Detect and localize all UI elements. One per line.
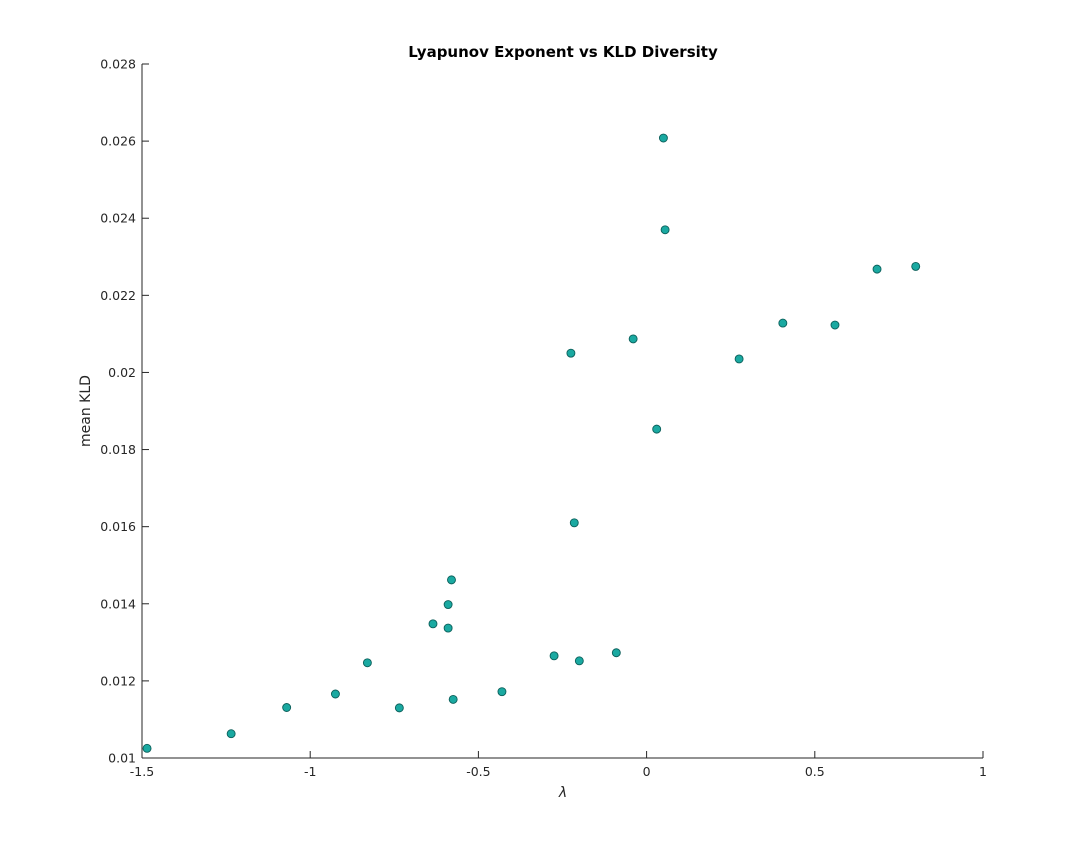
- data-point: [362, 658, 372, 668]
- chart-title: Lyapunov Exponent vs KLD Diversity: [408, 43, 718, 61]
- data-point: [443, 623, 453, 633]
- data-point: [448, 694, 458, 704]
- data-point: [549, 651, 559, 661]
- data-point: [330, 689, 340, 699]
- x-tick-label: 0.5: [805, 764, 825, 779]
- y-tick-label: 0.012: [100, 673, 136, 688]
- x-tick-label: 1: [979, 764, 987, 779]
- data-point: [226, 729, 236, 739]
- y-tick-label: 0.01: [108, 751, 136, 766]
- data-point: [566, 348, 576, 358]
- data-point: [443, 600, 453, 609]
- data-point: [652, 424, 662, 434]
- data-point: [497, 687, 507, 697]
- data-point: [282, 703, 292, 712]
- data-points: [142, 133, 921, 753]
- data-point: [428, 619, 438, 629]
- data-point: [611, 648, 621, 658]
- data-point: [734, 354, 744, 364]
- y-ticks: 0.01 0.012 0.014 0.016 0.018 0.02 0.022 0.024 0.…: [100, 57, 149, 766]
- y-axis-label: mean KLD: [78, 375, 94, 447]
- data-point: [142, 743, 152, 753]
- axes: [141, 64, 983, 759]
- x-ticks: -1.5 -1 -0.5 0 0.5 1: [130, 751, 987, 779]
- data-point: [830, 320, 840, 330]
- data-point: [628, 334, 638, 344]
- x-axis-label: λ: [558, 785, 567, 801]
- data-point: [778, 318, 788, 328]
- y-tick-label: 0.026: [100, 134, 136, 149]
- y-tick-label: 0.018: [100, 442, 136, 457]
- data-point: [658, 133, 668, 143]
- data-point: [569, 518, 579, 528]
- data-point: [872, 264, 882, 274]
- y-tick-label: 0.024: [100, 211, 136, 226]
- x-tick-label: 0: [643, 764, 651, 779]
- x-tick-label: -1.5: [130, 764, 154, 779]
- x-tick-label: -0.5: [466, 764, 490, 779]
- data-point: [911, 261, 921, 271]
- y-tick-label: 0.016: [100, 519, 136, 534]
- x-tick-label: -1: [304, 764, 316, 779]
- y-tick-label: 0.014: [100, 596, 136, 611]
- y-tick-label: 0.02: [108, 365, 136, 380]
- data-point: [574, 656, 584, 666]
- data-point: [660, 225, 670, 235]
- y-tick-label: 0.028: [100, 57, 136, 72]
- data-point: [447, 575, 456, 585]
- data-point: [394, 703, 404, 713]
- y-tick-label: 0.022: [100, 288, 136, 303]
